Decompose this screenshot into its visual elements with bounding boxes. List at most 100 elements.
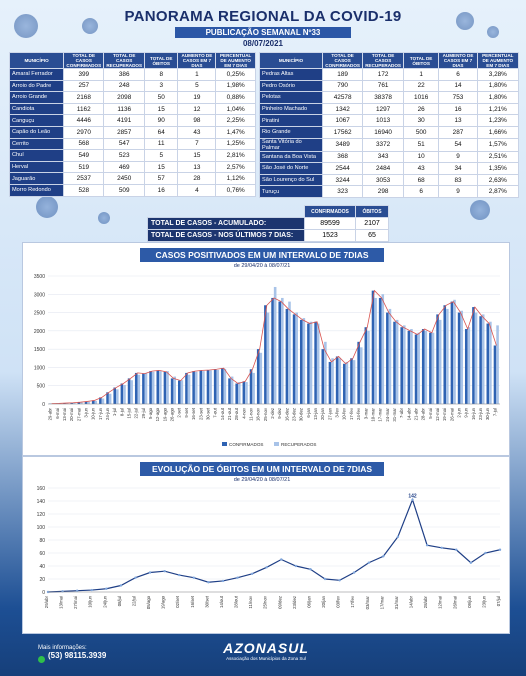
bar-confirmados [113, 387, 117, 404]
x-tick-label: 7-out [213, 407, 218, 418]
bar-confirmados [192, 371, 195, 404]
bar-recuperados [187, 374, 191, 404]
x-tick-label: 2-set [177, 407, 182, 417]
data-point [280, 558, 283, 561]
x-tick-label: 08/jul [117, 596, 122, 606]
data-point [119, 584, 123, 587]
x-tick-label: 1-jul [112, 408, 117, 416]
bar-confirmados [249, 369, 253, 404]
x-tick-label: 30/set [204, 595, 209, 608]
bar-recuperados [209, 370, 212, 404]
municipality-name: Arroio do Padre [8, 79, 65, 93]
data-point [236, 576, 239, 579]
x-tick-label: 7-abr [399, 407, 404, 418]
table-cell: 509 [103, 183, 145, 197]
table-cell: 2,57% [215, 160, 256, 174]
x-tick-label: 3-mar [363, 407, 368, 419]
table-cell: 0,76% [215, 183, 256, 197]
table-header: MUNICÍPIO [8, 52, 65, 69]
x-tick-label: 17/fev [350, 595, 355, 608]
data-point [134, 576, 137, 579]
x-tick-label: 30-jun [485, 407, 490, 420]
data-point [90, 588, 93, 592]
municipality-table-right: MUNICÍPIO TOTAL DE CASOS CONFIRMADOS TOTAL… [259, 52, 520, 198]
table-cell: 11 [143, 137, 179, 151]
x-tick-label: 02/set [175, 595, 180, 608]
x-tick-label: 23/dez [292, 596, 297, 609]
table-cell: 399 [63, 68, 105, 81]
bar-confirmados [378, 297, 382, 404]
table-cell: 1297 [362, 102, 404, 116]
totals-row1-label: TOTAL DE CASOS - ACUMULADO: [147, 217, 305, 230]
bar-recuperados [402, 325, 406, 404]
x-tick-label: 27-mai [76, 408, 81, 421]
table-cell: 469 [103, 160, 145, 174]
x-tick-label: 19/ago [161, 595, 166, 609]
table-cell: 28 [177, 172, 217, 185]
table-cell: 3 [143, 79, 179, 93]
data-point [178, 573, 181, 577]
x-tick-label: 16-set [191, 407, 196, 420]
table-cell: 16940 [362, 125, 404, 139]
bar-confirmados [386, 312, 389, 404]
x-tick-label: 24/jun [102, 595, 107, 607]
y-tick-label: 60 [39, 551, 45, 557]
bar-recuperados [116, 389, 119, 404]
legend-label: RECUPERADOS [281, 442, 316, 447]
table-cell: 386 [103, 68, 145, 81]
bar-recuperados [359, 347, 363, 404]
bar-confirmados [235, 383, 238, 404]
bar-recuperados [194, 371, 198, 404]
data-point [309, 568, 312, 571]
table-row: Candiota 1162 1136 15 12 1,04% [8, 102, 256, 116]
bar-confirmados [400, 327, 403, 404]
table-header: AUMENTO DE CASOS EM 7 DIAS [438, 52, 478, 69]
y-tick-label: 0 [42, 590, 45, 596]
bar-confirmados [77, 402, 81, 404]
data-point [498, 548, 502, 551]
bar-confirmados [99, 397, 102, 404]
table-cell: 2537 [63, 172, 105, 185]
table-cell: 3244 [321, 173, 364, 187]
x-tick-label: 10-mar [370, 407, 375, 421]
x-tick-label: 28/abr [423, 595, 428, 608]
table-cell: 500 [402, 125, 440, 139]
bar-recuperados [295, 312, 298, 404]
x-tick-label: 24-jun [105, 407, 110, 420]
bar-confirmados [278, 301, 282, 404]
table-cell: 1067 [321, 114, 364, 127]
bar-recuperados [302, 318, 306, 404]
municipality-name: Candiota [8, 102, 65, 116]
bar-confirmados [299, 319, 303, 404]
bar-recuperados [87, 401, 90, 404]
x-tick-label: 05/ago [146, 595, 151, 609]
municipality-name: Pelotas [259, 91, 323, 104]
table-header: TOTAL DE CASOS RECUPERADOS [362, 52, 404, 69]
municipality-name: Canguçu [8, 114, 65, 127]
table-cell: 4 [177, 183, 217, 197]
peak-label: 142 [408, 494, 417, 500]
y-tick-label: 3500 [34, 274, 45, 280]
table-cell: 1016 [402, 91, 440, 104]
bar-confirmados [156, 370, 160, 404]
municipality-name: Rio Grande [259, 125, 323, 139]
x-tick-label: 3-fev [335, 407, 340, 417]
table-row: Turuçu 323 298 6 9 2,87% [259, 185, 520, 198]
bar-confirmados [106, 392, 109, 404]
x-tick-label: 13-mai [62, 408, 67, 421]
data-point [265, 566, 268, 569]
table-cell: 54 [438, 137, 478, 152]
bar-recuperados [410, 329, 413, 404]
table-cell: 3489 [321, 137, 364, 152]
table-row: Pedras Altas 189 172 1 6 3,28% [259, 68, 520, 81]
table-cell: 2098 [103, 91, 145, 104]
bar-recuperados [180, 380, 184, 404]
data-point [105, 587, 108, 590]
x-tick-label: 22-jul [134, 408, 139, 419]
x-tick-label: 16-dez [284, 408, 289, 421]
bar-recuperados [453, 299, 456, 404]
bar-confirmados [142, 373, 145, 404]
bar-confirmados [199, 370, 203, 404]
x-tick-label: 31/mar [394, 595, 399, 609]
bar-recuperados [489, 321, 492, 404]
